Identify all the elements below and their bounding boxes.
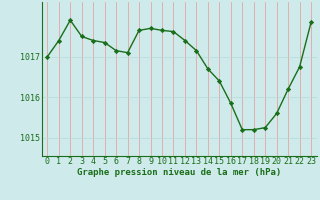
X-axis label: Graphe pression niveau de la mer (hPa): Graphe pression niveau de la mer (hPa) bbox=[77, 168, 281, 177]
